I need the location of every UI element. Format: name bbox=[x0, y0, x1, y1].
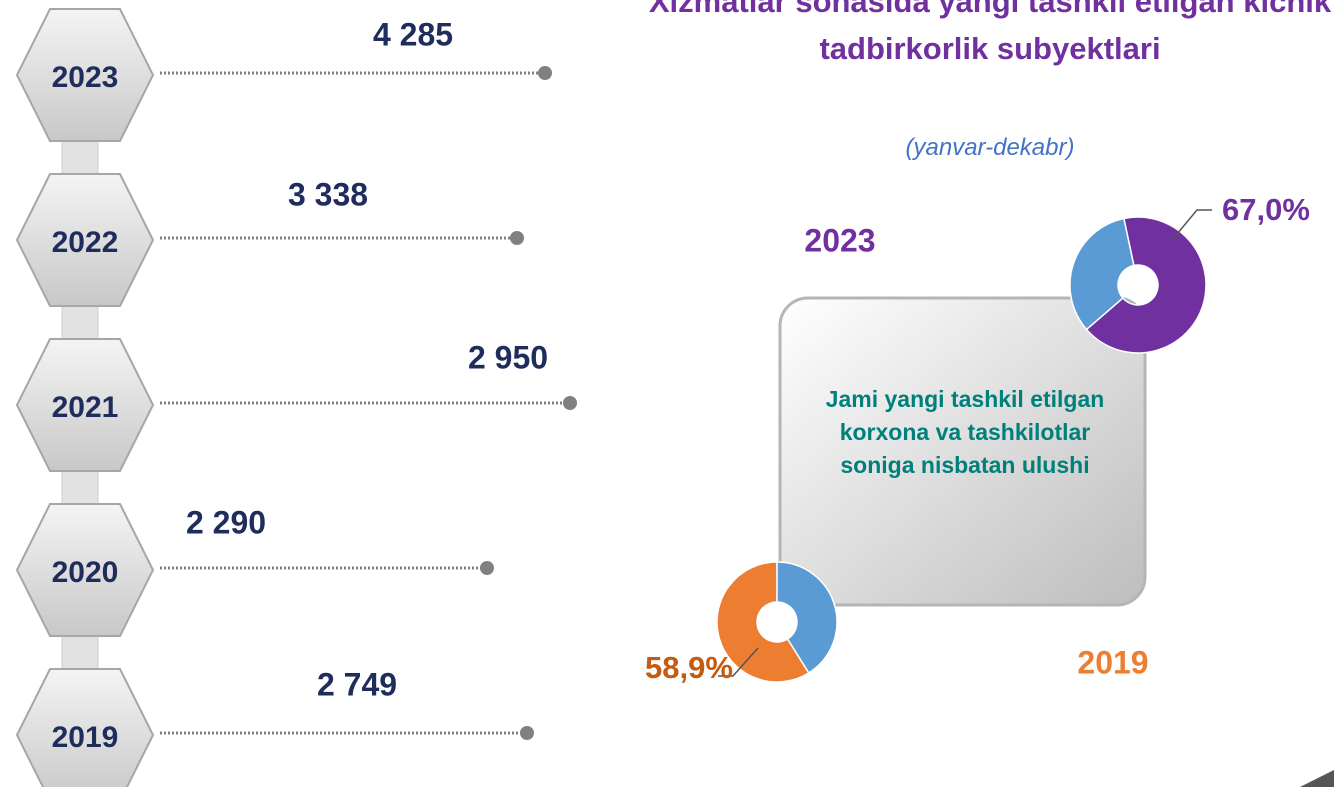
label-leader bbox=[718, 647, 759, 677]
timeline-value: 3 338 bbox=[288, 176, 368, 212]
year-label: 2020 bbox=[52, 556, 119, 589]
donut-label: 58,9% bbox=[645, 650, 733, 685]
year-label: 2023 bbox=[52, 61, 119, 94]
year-label: 2021 bbox=[52, 391, 119, 424]
year-label: 2022 bbox=[52, 226, 119, 259]
donut-slice bbox=[1069, 217, 1135, 331]
label-leader bbox=[1171, 209, 1212, 241]
year-hexagon bbox=[15, 8, 155, 142]
leader-dot bbox=[510, 231, 524, 245]
timeline-value: 4 285 bbox=[373, 16, 453, 52]
leader-dot bbox=[563, 396, 577, 410]
donut-slice bbox=[1085, 216, 1207, 354]
donut-title: 2023 bbox=[804, 222, 875, 258]
title: Xizmatlar sohasida yangi tashkil etilgan… bbox=[648, 0, 1332, 66]
donut-slice bbox=[716, 561, 810, 683]
note-box bbox=[778, 296, 1147, 607]
donut-label: 67,0% bbox=[1222, 192, 1310, 227]
year-hexagon bbox=[15, 338, 155, 472]
corner-shadow bbox=[1300, 770, 1334, 787]
subtitle: (yanvar-dekabr) bbox=[905, 134, 1075, 161]
timeline-value: 2 950 bbox=[468, 339, 548, 375]
year-hexagon bbox=[15, 173, 155, 307]
timeline-value: 2 749 bbox=[317, 666, 397, 702]
timeline-value: 2 290 bbox=[186, 504, 266, 540]
note: Jami yangi tashkil etilgan korxona va ta… bbox=[825, 386, 1105, 478]
year-hexagon bbox=[15, 503, 155, 637]
year-label: 2019 bbox=[52, 721, 119, 754]
donut-title: 2019 bbox=[1077, 644, 1148, 680]
year-hexagon bbox=[15, 668, 155, 787]
leader-dot bbox=[480, 561, 494, 575]
donut-slice bbox=[776, 561, 838, 674]
leader-dot bbox=[520, 726, 534, 740]
leader-dot bbox=[538, 66, 552, 80]
